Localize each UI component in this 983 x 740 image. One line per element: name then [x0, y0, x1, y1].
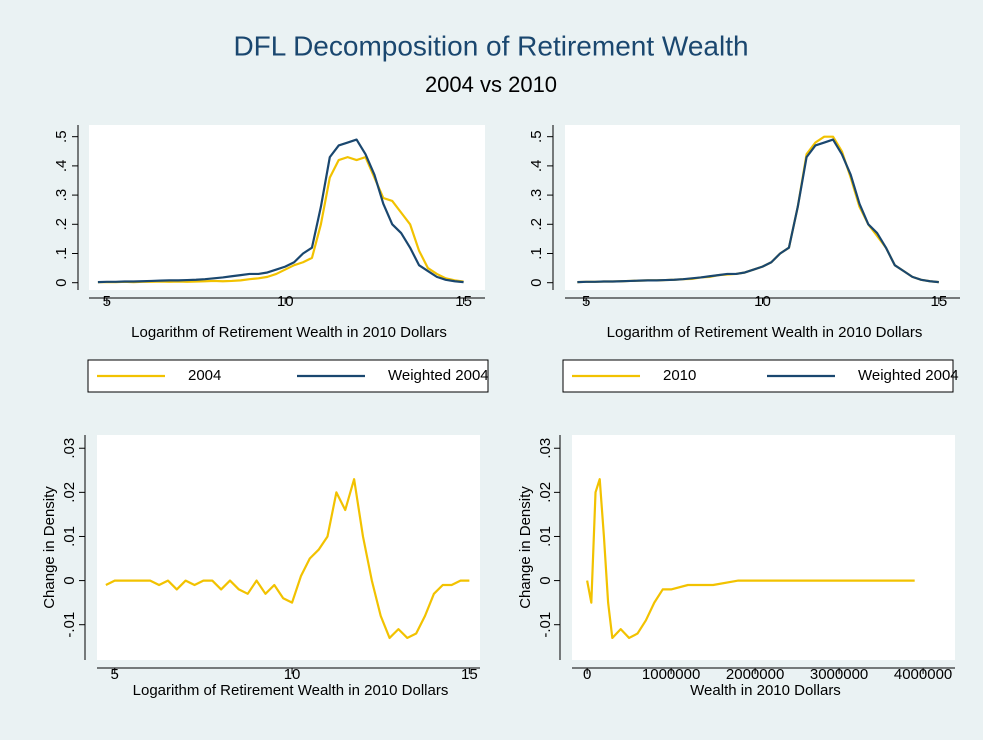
legend-label: 2004	[188, 367, 221, 384]
y-tick-label: .2	[53, 218, 70, 231]
legend-label: Weighted 2004	[388, 367, 489, 384]
y-tick-label: 0	[61, 576, 78, 584]
y-tick-label: .02	[61, 482, 78, 503]
x-axis-label: Logarithm of Retirement Wealth in 2010 D…	[133, 682, 449, 699]
x-axis-label: Wealth in 2010 Dollars	[690, 682, 841, 699]
plot-area	[572, 435, 955, 660]
y-tick-label: .1	[528, 247, 545, 260]
legend-label: Weighted 2004	[858, 367, 959, 384]
y-tick-label: .3	[528, 189, 545, 202]
y-tick-label: .1	[53, 247, 70, 260]
x-tick-label: 0	[583, 666, 591, 683]
y-tick-label: .01	[537, 526, 554, 547]
x-tick-label: 10	[277, 293, 294, 310]
y-tick-label: 0	[53, 279, 70, 287]
plot-area	[97, 435, 480, 660]
x-tick-label: 5	[103, 293, 111, 310]
x-axis-label: Logarithm of Retirement Wealth in 2010 D…	[607, 324, 923, 341]
figure-subtitle: 2004 vs 2010	[425, 72, 557, 97]
y-tick-label: .5	[528, 130, 545, 143]
series-line	[586, 478, 915, 640]
series-line	[577, 138, 939, 284]
x-tick-label: 3000000	[810, 666, 868, 683]
plot-area	[89, 125, 485, 290]
x-tick-label: 15	[461, 666, 478, 683]
y-tick-label: 0	[528, 279, 545, 287]
y-tick-label: 0	[537, 576, 554, 584]
y-tick-label: .2	[528, 218, 545, 231]
series-line	[97, 138, 464, 284]
x-tick-label: 1000000	[642, 666, 700, 683]
y-tick-label: .3	[53, 189, 70, 202]
y-tick-label: .5	[53, 130, 70, 143]
y-tick-label: -.01	[537, 612, 554, 638]
x-tick-label: 10	[284, 666, 301, 683]
y-tick-label: -.01	[61, 612, 78, 638]
x-tick-label: 4000000	[894, 666, 952, 683]
x-tick-label: 15	[455, 293, 472, 310]
y-axis-label: Change in Density	[517, 486, 534, 609]
y-tick-label: .03	[61, 438, 78, 459]
y-tick-label: .02	[537, 482, 554, 503]
x-tick-label: 5	[111, 666, 119, 683]
x-tick-label: 15	[930, 293, 947, 310]
series-line	[105, 478, 470, 640]
x-tick-label: 10	[754, 293, 771, 310]
plot-area	[565, 125, 960, 290]
figure-title: DFL Decomposition of Retirement Wealth	[233, 30, 748, 61]
y-axis-label: Change in Density	[41, 486, 58, 609]
y-tick-label: .01	[61, 526, 78, 547]
y-tick-label: .4	[53, 160, 70, 173]
y-tick-label: .4	[528, 160, 545, 173]
x-axis-label: Logarithm of Retirement Wealth in 2010 D…	[131, 324, 447, 341]
y-tick-label: .03	[537, 438, 554, 459]
x-tick-label: 5	[582, 293, 590, 310]
legend-label: 2010	[663, 367, 696, 384]
x-tick-label: 2000000	[726, 666, 784, 683]
